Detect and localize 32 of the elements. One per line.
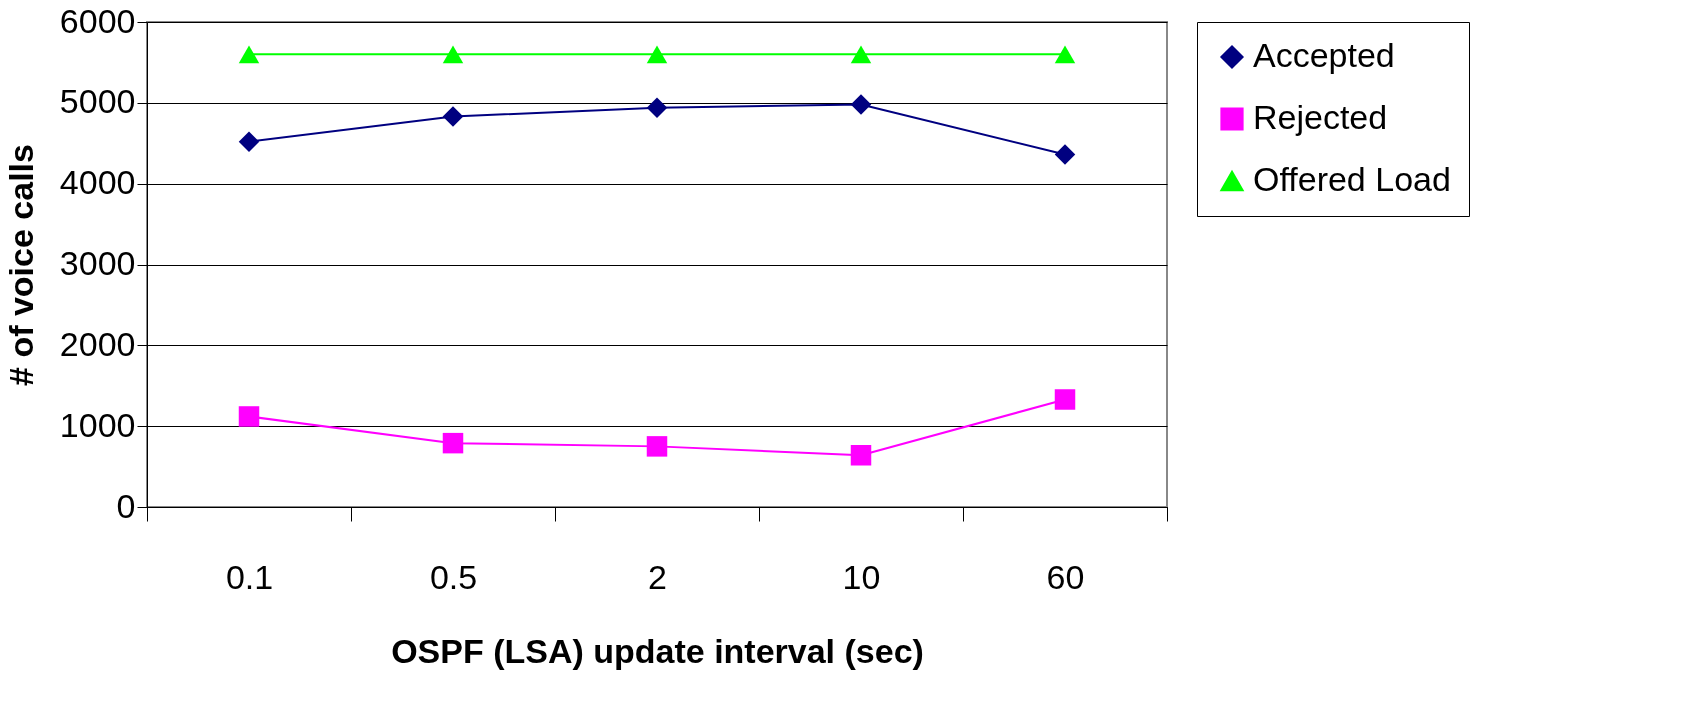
y-tick-label: 5000 <box>59 82 136 121</box>
point <box>646 97 668 118</box>
x-tick-label: 60 <box>1046 557 1085 596</box>
point <box>238 131 260 152</box>
point <box>442 106 464 127</box>
y-tick-label: 6000 <box>59 1 136 40</box>
x-tick-label: 10 <box>842 557 881 596</box>
point <box>850 45 872 64</box>
point <box>442 432 464 454</box>
y-tick-label: 3000 <box>59 244 136 282</box>
point <box>238 45 260 64</box>
y-tick-label: 1000 <box>59 405 136 444</box>
y-tick-label: 4000 <box>59 163 136 202</box>
y-axis-title: # of voice calls <box>1 144 40 386</box>
point <box>850 94 872 115</box>
x-tick-label: 2 <box>648 557 667 596</box>
point <box>1054 144 1076 165</box>
point <box>850 445 872 466</box>
legend-label: Offered Load <box>1253 160 1451 198</box>
x-axis-title: OSPF (LSA) update interval (sec) <box>391 631 924 670</box>
point <box>1054 45 1076 64</box>
y-tick-label: 0 <box>116 486 136 525</box>
point <box>1054 389 1076 410</box>
y-tick-label: 2000 <box>59 324 136 363</box>
point <box>238 406 260 427</box>
legend-label: Accepted <box>1253 36 1395 74</box>
point <box>646 45 668 64</box>
point <box>646 436 668 457</box>
x-tick-label: 0.5 <box>429 557 478 596</box>
x-tick-label: 0.1 <box>225 557 274 596</box>
point <box>442 45 464 64</box>
legend-label: Rejected <box>1253 98 1388 136</box>
